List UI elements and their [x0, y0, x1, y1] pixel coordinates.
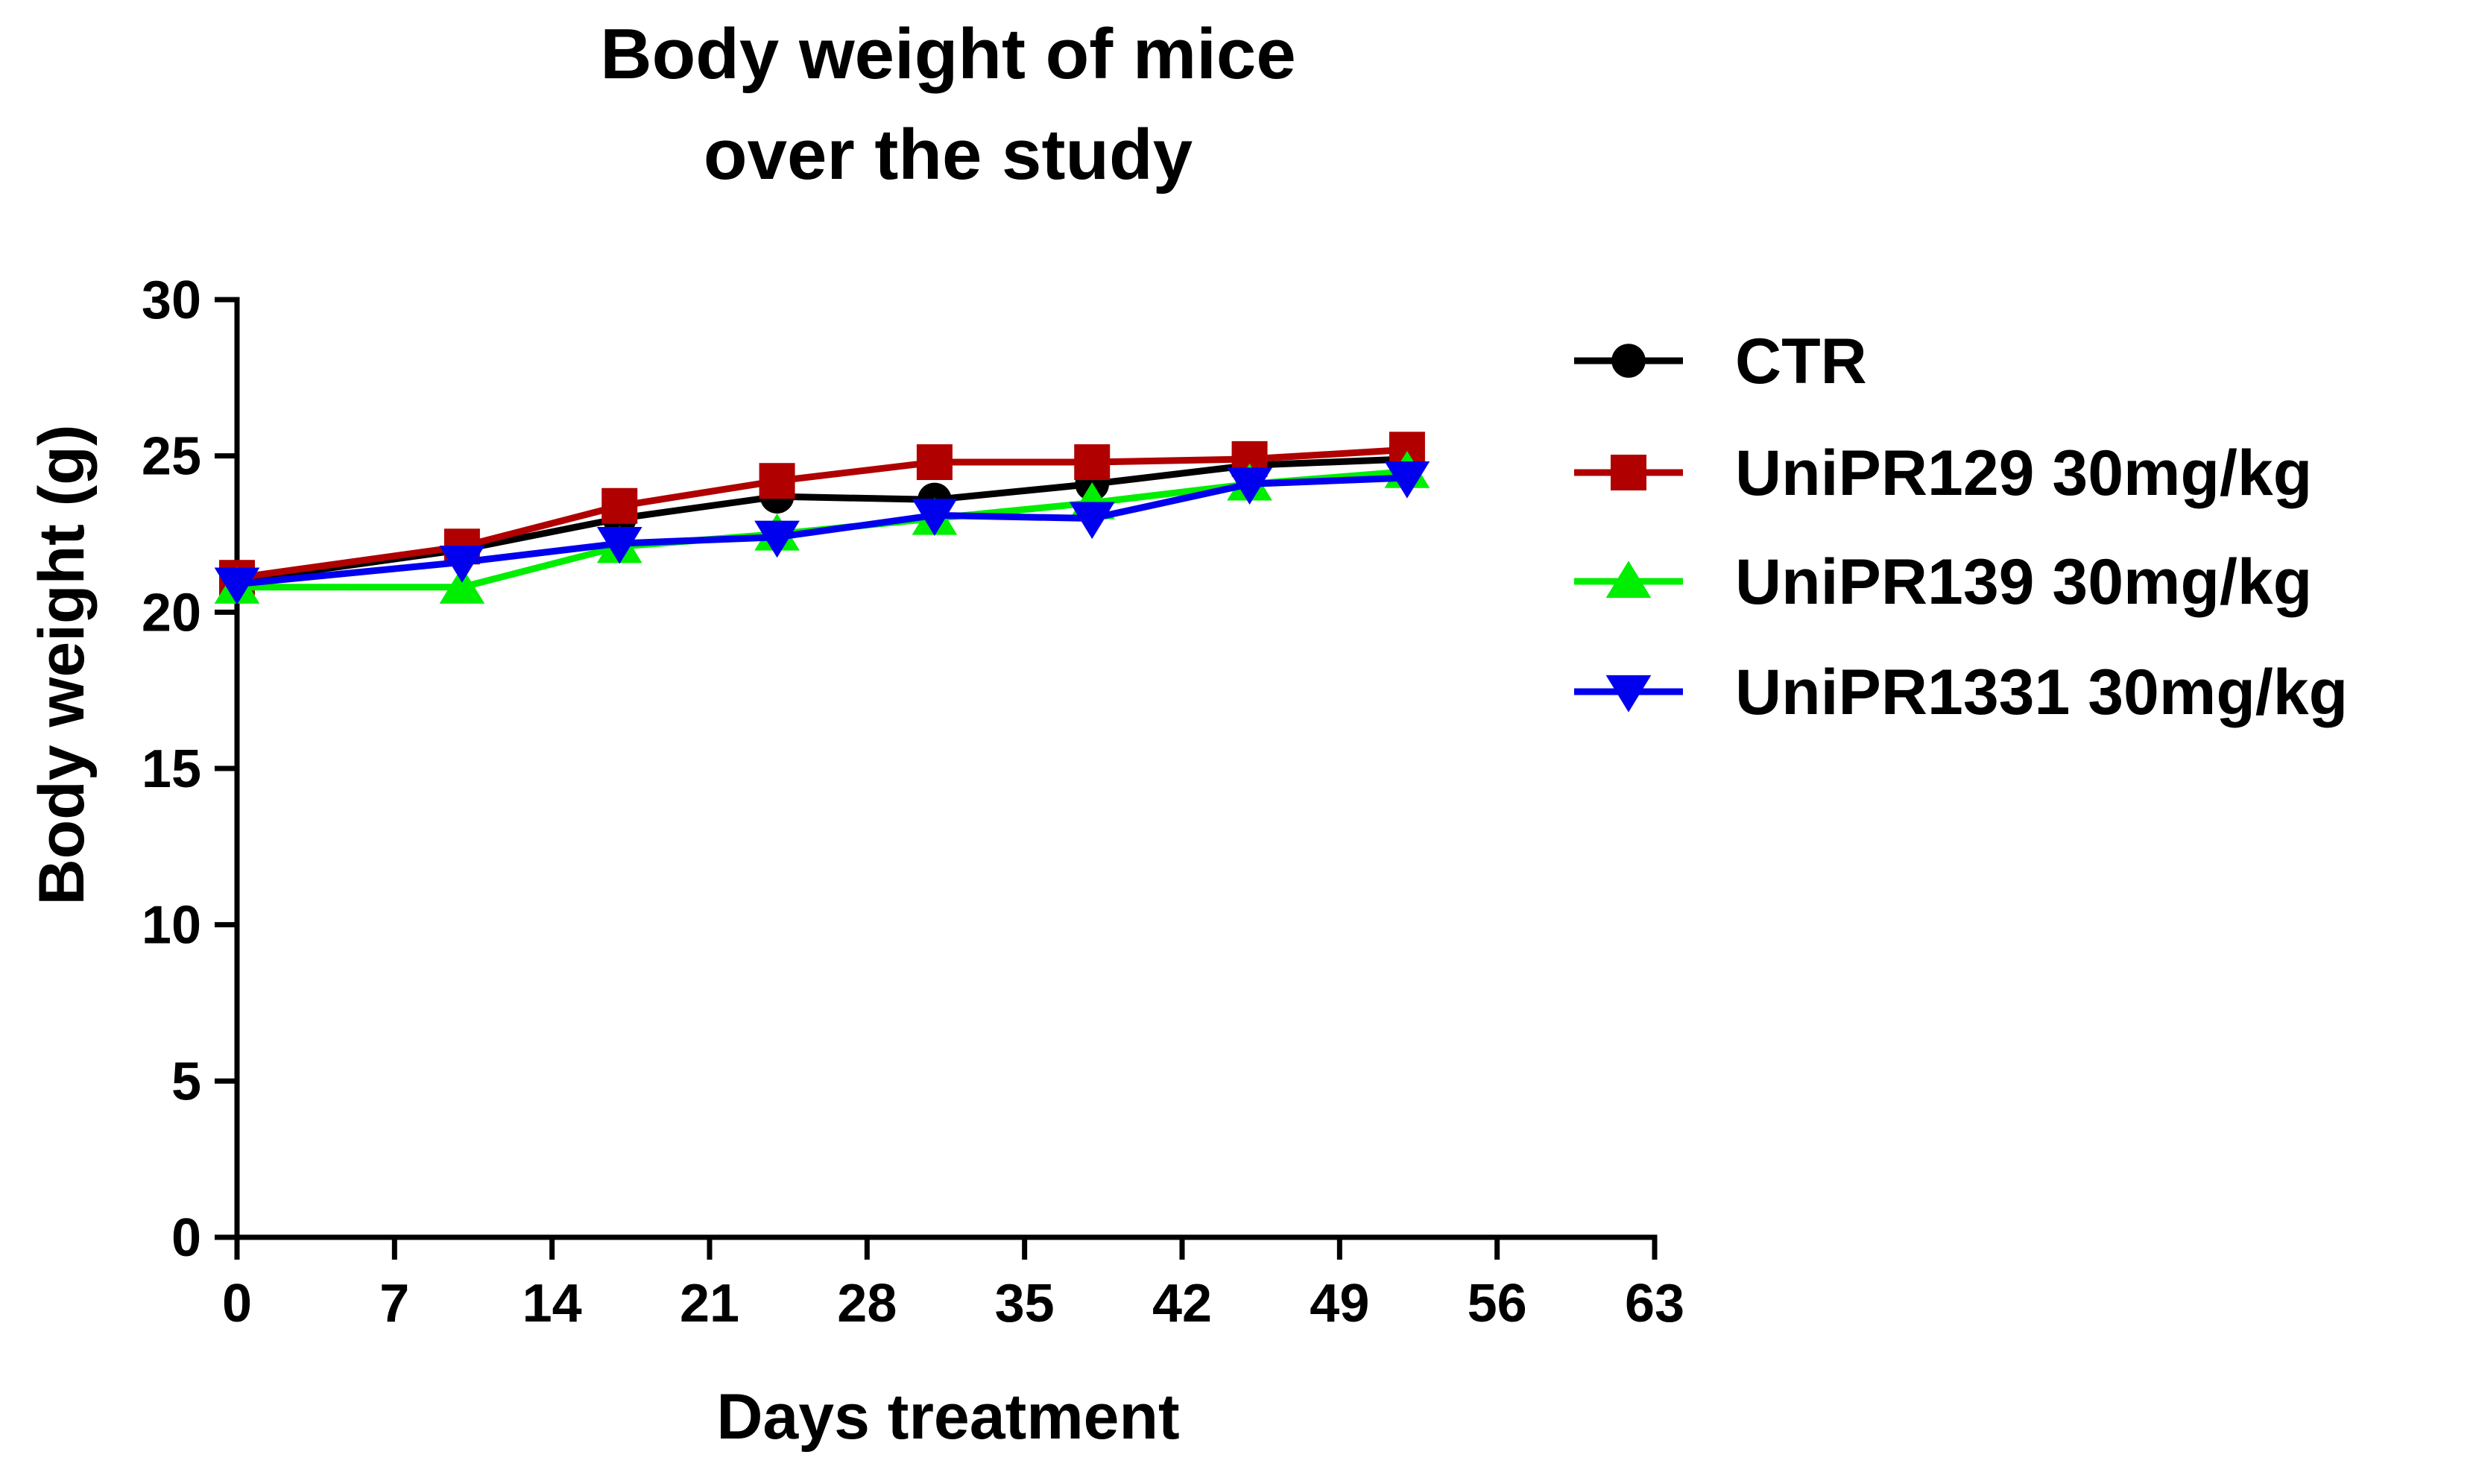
series-layer	[214, 432, 1430, 605]
x-tick-label: 49	[1310, 1274, 1369, 1333]
data-point	[439, 546, 485, 583]
data-point	[759, 463, 795, 499]
legend-marker	[1611, 344, 1646, 378]
y-tick-label: 10	[142, 896, 201, 956]
chart-title-line-2: over the study	[704, 115, 1193, 195]
legend-marker	[1605, 561, 1652, 599]
data-point	[754, 520, 800, 558]
data-point	[439, 566, 485, 604]
data-point	[1227, 467, 1272, 505]
data-point	[912, 499, 958, 536]
data-point	[916, 444, 953, 481]
data-point	[601, 487, 638, 524]
data-point	[1074, 444, 1111, 481]
axes: 0 5 10 15 20 25 30 0 7 14 21 28 35 42 49 56 63	[142, 271, 1684, 1333]
x-tick-label: 7	[379, 1274, 409, 1333]
y-tick-label: 0	[171, 1208, 201, 1268]
y-axis-label: Body weight (g)	[26, 425, 98, 906]
legend-label: CTR	[1735, 326, 1867, 397]
y-tick-label: 25	[142, 427, 201, 487]
data-point	[214, 567, 260, 605]
y-tick-label: 15	[142, 739, 201, 799]
x-tick-label: 21	[680, 1274, 739, 1333]
x-tick-label: 28	[837, 1274, 897, 1333]
legend-label: UniPR139 30mg/kg	[1735, 546, 2312, 618]
legend-label: UniPR1331 30mg/kg	[1735, 657, 2348, 728]
x-tick-label: 42	[1152, 1274, 1212, 1333]
x-tick-label: 0	[222, 1274, 252, 1333]
legend-label: UniPR129 30mg/kg	[1735, 438, 2312, 509]
data-point	[1384, 461, 1430, 499]
legend-item: CTR	[1574, 326, 1867, 397]
legend-item: UniPR129 30mg/kg	[1574, 438, 2312, 509]
x-tick-label: 56	[1468, 1274, 1527, 1333]
x-tick-label: 14	[522, 1274, 582, 1333]
data-point	[596, 527, 642, 564]
series-3	[214, 461, 1430, 605]
legend: CTR UniPR129 30mg/kg UniPR139 30mg/kg UniPR…	[1574, 326, 2348, 728]
legend-item: UniPR139 30mg/kg	[1574, 546, 2312, 618]
data-point	[1069, 502, 1115, 540]
legend-marker	[1605, 675, 1652, 713]
x-tick-label: 63	[1625, 1274, 1684, 1333]
chart-title-line-1: Body weight of mice	[600, 14, 1295, 94]
x-axis-label: Days treatment	[716, 1381, 1179, 1453]
y-tick-label: 30	[142, 271, 201, 330]
series-line	[236, 446, 1408, 581]
x-tick-label: 35	[995, 1274, 1055, 1333]
legend-marker	[1611, 455, 1646, 490]
y-tick-label: 5	[171, 1052, 201, 1111]
series-line	[236, 455, 1408, 584]
y-tick-label: 20	[142, 583, 201, 642]
legend-item: UniPR1331 30mg/kg	[1574, 657, 2348, 728]
series-line	[236, 474, 1408, 588]
